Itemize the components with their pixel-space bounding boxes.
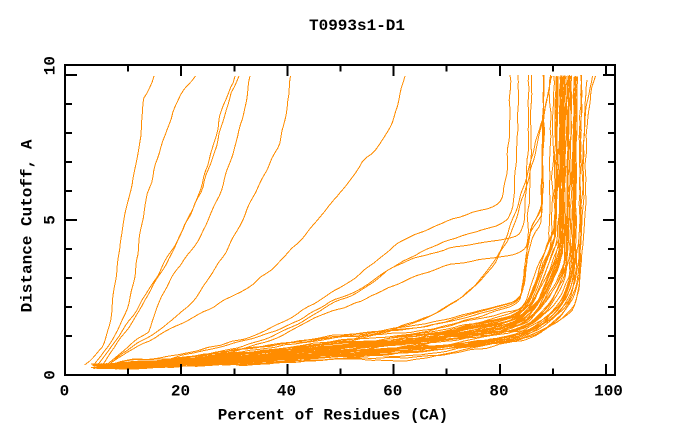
svg-text:60: 60 xyxy=(383,383,402,401)
svg-text:Distance Cutoff, A: Distance Cutoff, A xyxy=(19,139,37,312)
svg-text:0: 0 xyxy=(42,370,60,380)
svg-text:Percent of Residues (CA): Percent of Residues (CA) xyxy=(218,407,448,425)
svg-text:40: 40 xyxy=(277,383,296,401)
svg-text:80: 80 xyxy=(489,383,508,401)
svg-text:20: 20 xyxy=(171,383,190,401)
svg-text:10: 10 xyxy=(42,56,60,75)
svg-text:5: 5 xyxy=(42,215,60,225)
svg-text:100: 100 xyxy=(594,383,623,401)
svg-text:T0993s1-D1: T0993s1-D1 xyxy=(309,17,405,35)
svg-text:0: 0 xyxy=(60,383,70,401)
